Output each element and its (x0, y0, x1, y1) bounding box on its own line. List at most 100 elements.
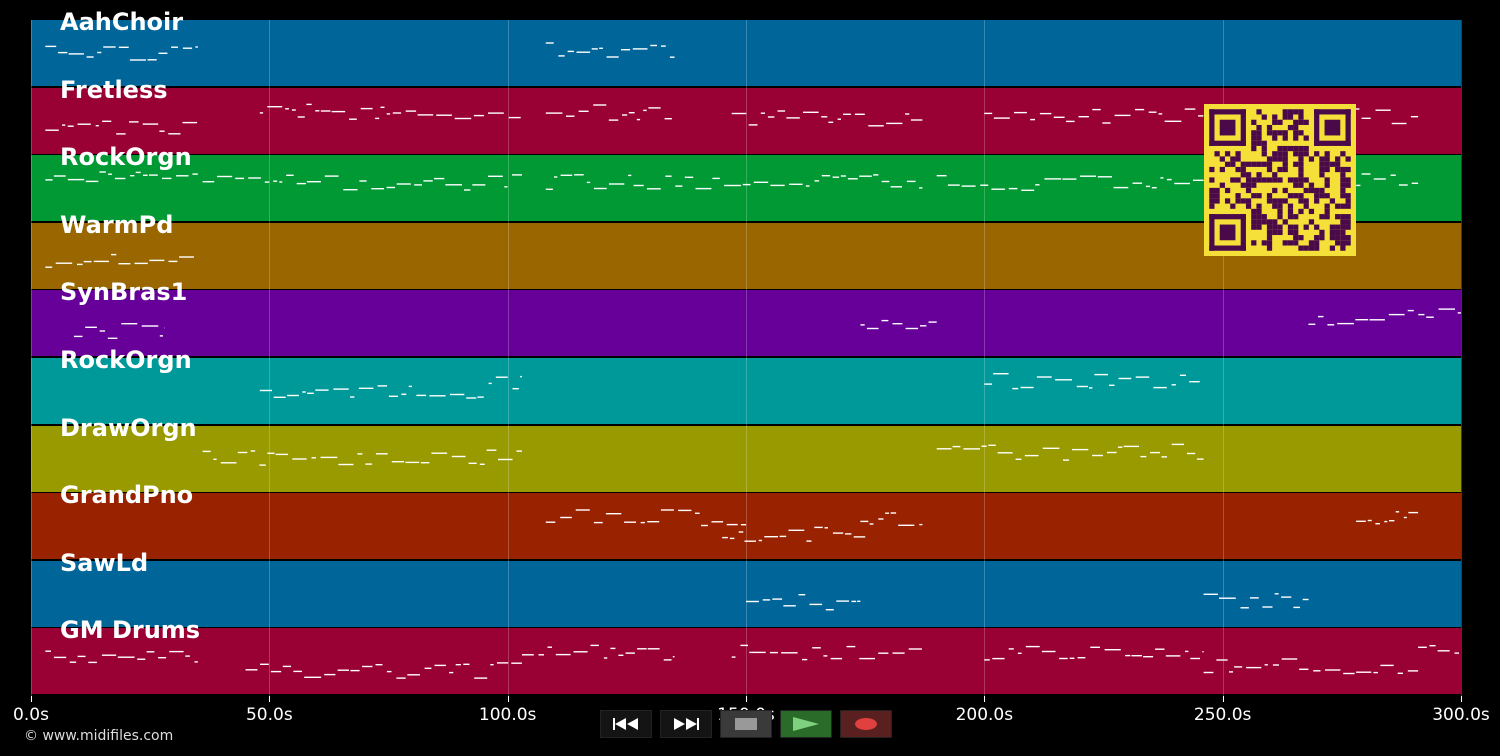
rewind-button[interactable] (600, 710, 652, 738)
qr-module (1298, 166, 1304, 173)
qr-module (1287, 114, 1294, 120)
qr-module (1293, 130, 1299, 136)
midi-note (633, 184, 644, 187)
qr-module (1314, 140, 1351, 146)
midi-note (275, 453, 289, 455)
track-lane[interactable]: GM Drums (31, 616, 1461, 695)
midi-note (961, 185, 976, 187)
qr-module (1303, 119, 1309, 125)
qr-module (1298, 245, 1304, 251)
midi-note (1089, 387, 1093, 389)
track-name: GrandPno (60, 481, 194, 510)
midi-note (821, 115, 828, 118)
midi-note (162, 177, 172, 180)
midi-note (292, 457, 307, 460)
axis-tick-label: 50.0s (245, 705, 293, 725)
track-lane[interactable]: SynBras1 (31, 278, 1461, 357)
midi-note (45, 45, 57, 48)
qr-module (1324, 166, 1330, 173)
qr-module (1345, 166, 1351, 173)
midi-note (684, 176, 694, 179)
midi-note (195, 46, 198, 48)
qr-module (1256, 130, 1262, 136)
play-button[interactable] (780, 710, 832, 738)
track-lane[interactable]: DrawOrgn (31, 414, 1461, 492)
axis-tick (746, 696, 747, 702)
midi-note (121, 323, 138, 325)
qr-module (1209, 140, 1246, 146)
midi-note (1055, 379, 1072, 381)
qr-code-icon[interactable] (1204, 104, 1356, 256)
stop-button[interactable] (720, 710, 772, 738)
midi-note (695, 512, 700, 515)
midi-note (1062, 178, 1077, 180)
midi-note (169, 651, 184, 653)
midi-note (928, 321, 937, 324)
midi-note (764, 536, 778, 538)
midi-note (837, 118, 841, 120)
qr-module (1298, 151, 1304, 157)
midi-note (88, 662, 97, 664)
midi-note (297, 115, 305, 118)
midi-note (434, 178, 445, 180)
qr-module (1272, 119, 1278, 125)
midi-note (250, 449, 256, 452)
qr-module (1256, 135, 1262, 141)
midi-note (1125, 655, 1131, 657)
track-name: SawLd (60, 548, 149, 577)
fast-forward-button[interactable] (660, 710, 712, 738)
midi-note (420, 461, 430, 463)
midi-note (159, 130, 165, 132)
track-lane[interactable]: GrandPno (31, 481, 1461, 560)
record-button[interactable] (840, 710, 892, 738)
midi-note (495, 376, 508, 378)
midi-note (365, 462, 373, 465)
midi-note (868, 124, 884, 127)
qr-module (1324, 182, 1330, 188)
midi-note (315, 389, 329, 391)
midi-note (213, 458, 217, 460)
qr-module (1324, 177, 1330, 183)
qr-module (1240, 172, 1246, 178)
midi-note (593, 103, 607, 106)
midi-note (758, 539, 762, 542)
midi-note (185, 655, 190, 658)
qr-module (1266, 235, 1273, 241)
track-lane[interactable]: RockOrgn (31, 346, 1461, 424)
qr-module (1293, 135, 1299, 141)
midi-note (1148, 111, 1157, 113)
gridline (1222, 20, 1224, 696)
axis-tick (507, 696, 509, 702)
midi-note (1185, 651, 1189, 653)
midi-note (1171, 384, 1176, 386)
midi-note (466, 397, 477, 399)
qr-module (1345, 109, 1351, 146)
midi-note (1150, 451, 1160, 453)
qr-module (1303, 198, 1309, 204)
midi-note (1076, 385, 1088, 388)
qr-module (1219, 224, 1236, 241)
qr-module (1277, 166, 1283, 173)
qr-module (1329, 161, 1336, 167)
qr-module (1256, 219, 1262, 225)
qr-module (1209, 109, 1246, 115)
midi-note (396, 183, 411, 185)
midi-note (1308, 323, 1316, 326)
qr-module (1324, 161, 1330, 167)
qr-module (1329, 245, 1336, 251)
midi-note (1437, 650, 1450, 652)
midi-note (95, 124, 99, 126)
midi-note (936, 447, 952, 450)
midi-note (878, 518, 884, 520)
qr-module (1287, 214, 1294, 220)
qr-module (1340, 203, 1346, 209)
midi-note (1389, 520, 1395, 522)
midi-note (429, 395, 446, 397)
midi-note (1145, 185, 1151, 188)
midi-note (202, 181, 215, 183)
note-roll (45, 252, 198, 268)
track-lane[interactable]: AahChoir (31, 8, 1461, 86)
midi-note (149, 259, 165, 261)
midi-note (508, 116, 521, 118)
track-lane[interactable]: SawLd (31, 549, 1461, 627)
